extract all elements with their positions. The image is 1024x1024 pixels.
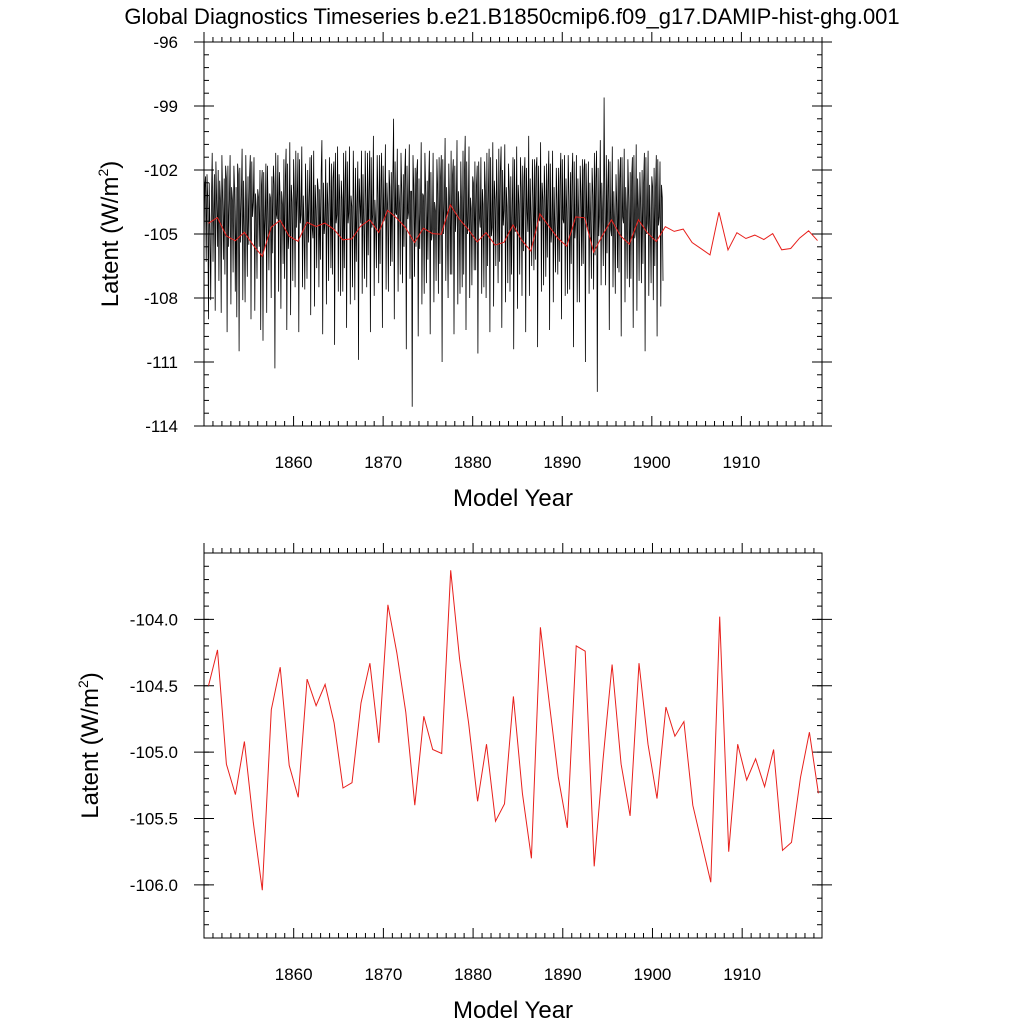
x-tick-label: 1860	[275, 965, 313, 984]
x-tick-label: 1890	[544, 965, 582, 984]
panel-monthly-annual: 1860 1870 1880 1890 1900 1910 -96 -99 -102 -105 -1…	[95, 32, 832, 512]
x-tick-label: 1870	[364, 453, 402, 472]
x-tick-label: 1900	[634, 965, 672, 984]
x-tick-label: 1890	[543, 453, 581, 472]
y-tick-label: -108	[144, 289, 178, 308]
plot-frame	[203, 552, 823, 939]
y-tick-label: -104.5	[130, 677, 178, 696]
y-tick-label: -96	[153, 33, 178, 52]
x-tick-label: 1870	[364, 965, 402, 984]
x-tick-label: 1910	[723, 965, 761, 984]
panel-annual: 1860 1870 1880 1890 1900 1910 -104.0 -104.5 -105…	[75, 543, 832, 1024]
y-tick-label: -106.0	[130, 876, 178, 895]
x-tick-label: 1860	[275, 453, 313, 472]
y-axis-title: Latent (W/m2)	[95, 161, 124, 308]
x-tick-label: 1880	[454, 453, 492, 472]
x-tick-label: 1910	[722, 453, 760, 472]
y-tick-label: -105.0	[130, 743, 178, 762]
x-tick-label: 1900	[633, 453, 671, 472]
annual-series-line	[208, 570, 819, 891]
annual-series-line	[208, 203, 818, 258]
x-axis-title: Model Year	[453, 485, 573, 512]
y-axis-title: Latent (W/m2)	[75, 672, 104, 819]
y-tick-label: -99	[153, 97, 178, 116]
monthly-series-line	[204, 97, 664, 407]
y-tick-label: -114	[145, 417, 178, 436]
y-tick-label: -105	[144, 225, 178, 244]
x-tick-label: 1880	[454, 965, 492, 984]
y-tick-label: -105.5	[130, 810, 178, 829]
x-axis-title: Model Year	[453, 997, 573, 1024]
y-tick-label: -102	[144, 161, 178, 180]
y-tick-label: -104.0	[130, 610, 178, 629]
y-tick-label: -111	[146, 353, 178, 372]
figure-title: Global Diagnostics Timeseries b.e21.B185…	[124, 4, 899, 29]
